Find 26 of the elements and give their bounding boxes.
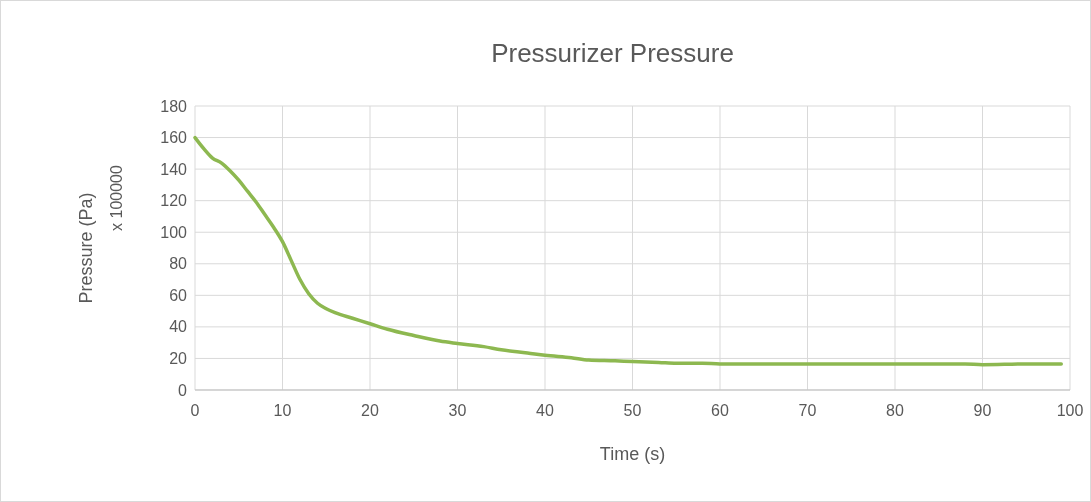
x-axis-title: Time (s) [599,444,666,464]
x-tick-label: 30 [448,402,467,419]
y-tick-label: 180 [160,97,188,115]
y-tick-label: 60 [169,286,188,304]
y-tick-label: 160 [160,129,188,147]
x-tick-label: 20 [361,402,379,419]
x-tick-label: 60 [711,402,729,419]
line-series [193,135,1063,367]
y-tick-label: 80 [169,255,188,273]
x-tick-label: 100 [1056,402,1084,419]
x-tick-label: 0 [190,402,200,419]
x-tick-label: 10 [273,402,292,419]
text: x 100000 [108,164,125,231]
y-tick-label: 100 [160,223,188,241]
x-tick-label: 80 [886,402,904,419]
x-tick-label: 40 [536,402,554,419]
y-tick-label: 120 [160,192,188,210]
y-tick-label: 140 [160,160,188,178]
x-tick-label: 50 [623,402,642,419]
y-tick-label: 20 [169,350,188,368]
x-tick-label: 90 [973,402,992,419]
chart-title: Pressurizer Pressure [491,38,734,68]
y-tick-label: 0 [178,381,188,399]
x-tick-label: 70 [798,402,817,419]
y-axis-title: Pressure (Pa) [76,192,96,304]
y-tick-label: 40 [169,318,188,336]
